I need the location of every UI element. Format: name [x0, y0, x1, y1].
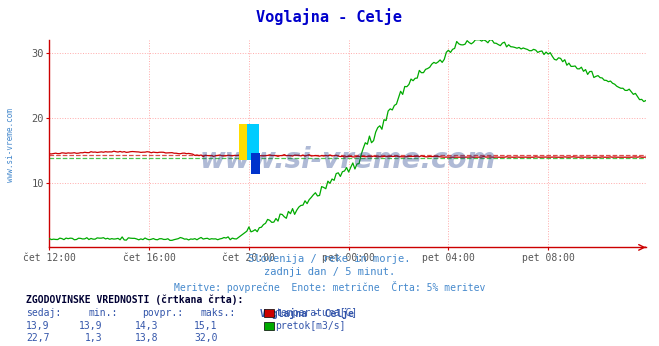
- Bar: [252, 153, 260, 174]
- Text: maks.:: maks.:: [201, 308, 236, 318]
- Text: 15,1: 15,1: [194, 321, 217, 331]
- Text: sedaj:: sedaj:: [26, 308, 61, 318]
- Text: 13,9: 13,9: [26, 321, 49, 331]
- Text: pretok[m3/s]: pretok[m3/s]: [275, 321, 346, 331]
- Bar: [247, 125, 259, 160]
- Bar: [239, 125, 250, 160]
- Text: Voglajna - Celje: Voglajna - Celje: [256, 9, 403, 26]
- Text: 13,8: 13,8: [134, 333, 158, 343]
- Text: min.:: min.:: [89, 308, 119, 318]
- Text: 13,9: 13,9: [78, 321, 102, 331]
- Text: 1,3: 1,3: [84, 333, 102, 343]
- Text: Voglajna - Celje: Voglajna - Celje: [260, 308, 355, 319]
- Text: ZGODOVINSKE VREDNOSTI (črtkana črta):: ZGODOVINSKE VREDNOSTI (črtkana črta):: [26, 295, 244, 305]
- Text: povpr.:: povpr.:: [142, 308, 183, 318]
- Text: 22,7: 22,7: [26, 333, 49, 343]
- Text: Meritve: povprečne  Enote: metrične  Črta: 5% meritev: Meritve: povprečne Enote: metrične Črta:…: [174, 281, 485, 293]
- Text: www.si-vreme.com: www.si-vreme.com: [200, 146, 496, 174]
- Text: Slovenija / reke in morje.: Slovenija / reke in morje.: [248, 254, 411, 264]
- Text: 32,0: 32,0: [194, 333, 217, 343]
- Text: temperatura[C]: temperatura[C]: [275, 308, 358, 318]
- Text: zadnji dan / 5 minut.: zadnji dan / 5 minut.: [264, 267, 395, 277]
- Text: 14,3: 14,3: [134, 321, 158, 331]
- Text: www.si-vreme.com: www.si-vreme.com: [6, 108, 15, 182]
